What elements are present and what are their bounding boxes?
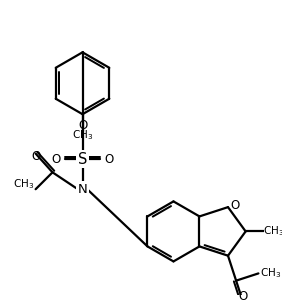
Text: O: O	[231, 199, 240, 212]
Text: CH$_3$: CH$_3$	[12, 177, 34, 191]
Text: N: N	[78, 183, 87, 196]
Text: O: O	[31, 150, 40, 163]
Text: CH$_3$: CH$_3$	[260, 266, 281, 280]
Text: O: O	[104, 153, 113, 166]
Text: O: O	[238, 290, 247, 303]
Text: CH$_3$: CH$_3$	[263, 225, 282, 238]
Text: O: O	[78, 119, 87, 132]
Text: CH$_3$: CH$_3$	[72, 128, 93, 142]
Text: S: S	[78, 152, 87, 167]
Text: O: O	[52, 153, 61, 166]
